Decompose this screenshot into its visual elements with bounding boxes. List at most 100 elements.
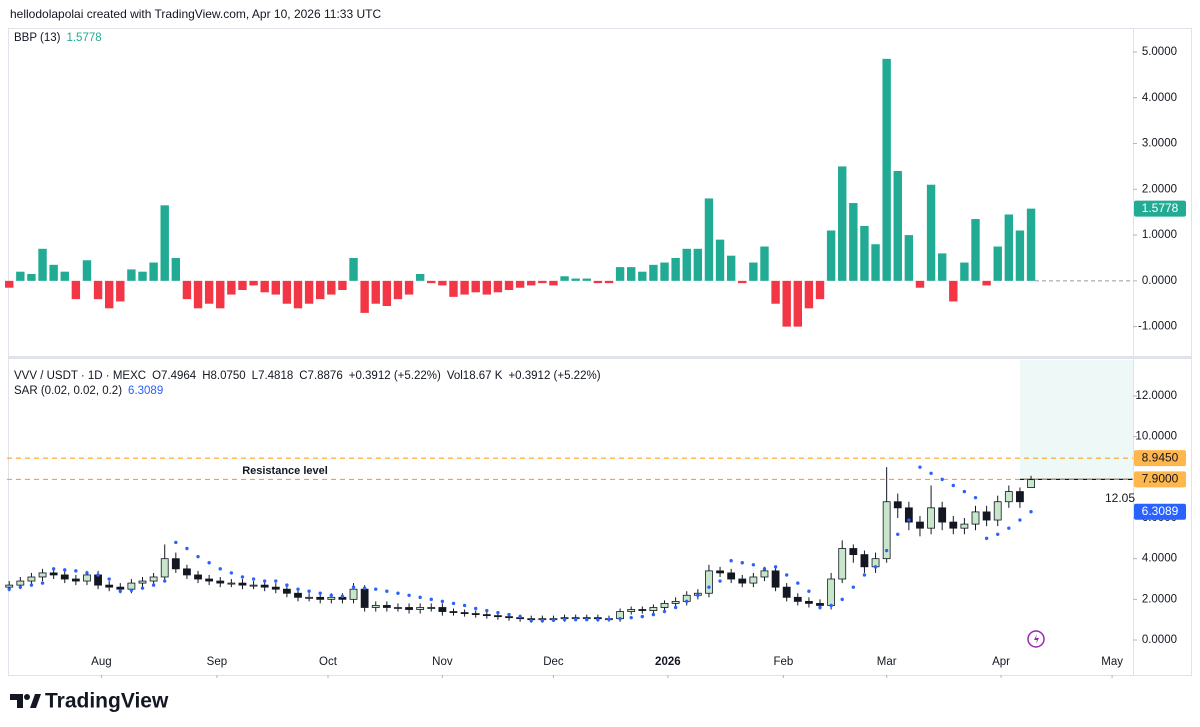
histogram-bar [249, 280, 258, 286]
histogram-bar [349, 257, 358, 281]
candle-body [482, 614, 491, 617]
histogram-bar [604, 280, 614, 284]
candle-body [327, 596, 336, 600]
y-tick-label: 12.0000 [1135, 390, 1177, 402]
histogram-bar [860, 225, 869, 281]
histogram-bar [5, 280, 14, 288]
sar-dot [7, 587, 11, 591]
x-tick-label: Oct [319, 656, 338, 668]
indicator-name: SAR (0.02, 0.02, 0.2) [14, 385, 122, 397]
y-tick-label: 5.0000 [1142, 46, 1177, 58]
indicator-legend: BBP (13) 1.5778 [14, 32, 102, 44]
alert-circle[interactable] [1027, 630, 1045, 648]
histogram-bar [904, 235, 914, 281]
sar-dot [385, 589, 389, 593]
candle-body [427, 607, 436, 609]
histogram-bar [682, 248, 691, 281]
sar-dot [207, 561, 211, 565]
histogram-bar [282, 280, 292, 304]
histogram-bar [704, 198, 714, 281]
sar-dot [362, 586, 367, 590]
sar-dot [762, 567, 767, 571]
histogram-bar [316, 280, 325, 300]
histogram-bar [560, 276, 569, 281]
candle-body [1004, 491, 1013, 503]
sar-dot [873, 565, 878, 569]
histogram-bar [937, 253, 947, 281]
candle-body [505, 616, 513, 619]
sar-dot [840, 597, 844, 602]
histogram-bar [93, 280, 103, 300]
candle-body [449, 611, 458, 613]
candle-body [927, 507, 935, 529]
sar-dot [573, 617, 578, 622]
histogram-bar [760, 246, 769, 281]
sar-dot [562, 617, 567, 622]
histogram-bar [260, 280, 269, 293]
alert-icon[interactable] [1027, 630, 1045, 648]
sar-dot [529, 619, 533, 623]
legend-value: H8.0750 [202, 370, 245, 382]
sar-dot [251, 577, 256, 581]
alert-bolt[interactable] [1034, 634, 1039, 644]
y-tick-label: -1.0000 [1138, 321, 1177, 333]
candle-body [793, 596, 802, 602]
sar-dot [1018, 518, 1022, 522]
annotation: Resistance level [242, 465, 328, 477]
sar-dot [773, 565, 778, 569]
sar-dot [518, 614, 522, 619]
y-tick-label: 0.0000 [1142, 275, 1177, 287]
histogram-bar [593, 280, 603, 284]
sar-dot [407, 593, 411, 597]
histogram-bar [815, 280, 825, 300]
sar-dot [307, 589, 311, 593]
sar-dot [929, 471, 933, 475]
sar-dot [740, 561, 744, 565]
histogram-bar [415, 273, 425, 281]
sar-dot [807, 589, 811, 593]
price-label-box [1134, 503, 1186, 520]
candle-body [282, 588, 291, 594]
x-tick-label: Aug [91, 656, 111, 668]
histogram-bar [793, 280, 802, 327]
candle-body [771, 570, 780, 588]
histogram-bar [404, 280, 414, 295]
candle-body [405, 607, 413, 610]
histogram-bar [471, 280, 480, 293]
candle-body [816, 603, 824, 606]
sar-dot [51, 567, 56, 571]
price-pane: 0.00002.00004.00006.000010.000012.0000Au… [5, 360, 1186, 678]
candle-body [360, 588, 369, 608]
histogram-bar [1026, 208, 1036, 281]
candle-body [394, 607, 402, 609]
histogram-bar [227, 280, 236, 295]
histogram-bar [771, 280, 780, 304]
price-label-box [1134, 200, 1186, 217]
histogram-bar [116, 280, 125, 302]
histogram-bar [838, 166, 847, 281]
candle-body [638, 609, 647, 611]
candle-body [227, 582, 236, 585]
candle-body [1027, 479, 1035, 488]
logo-mark [10, 694, 23, 708]
sar-dot [340, 594, 345, 599]
position-zone [1020, 360, 1133, 480]
y-tick-label: 1.0000 [1142, 229, 1177, 241]
histogram-bar [749, 262, 758, 281]
histogram-bar [915, 280, 925, 288]
sar-dot [485, 608, 489, 613]
y-tick-label: 4.0000 [1142, 92, 1177, 104]
sar-dot [329, 593, 334, 597]
y-tick-label: 0.0000 [1142, 634, 1177, 646]
sar-dot [63, 568, 67, 572]
histogram-bar [204, 280, 214, 304]
sar-dot [351, 585, 356, 589]
sar-dot [451, 601, 456, 606]
price-label: 7.9000 [1142, 472, 1179, 486]
histogram-bar [60, 271, 69, 281]
histogram-bar [538, 280, 547, 284]
histogram-bar [493, 280, 503, 293]
histogram-bar [327, 280, 336, 295]
annotation: 12.05 [1105, 491, 1135, 505]
candle-body [105, 584, 114, 588]
